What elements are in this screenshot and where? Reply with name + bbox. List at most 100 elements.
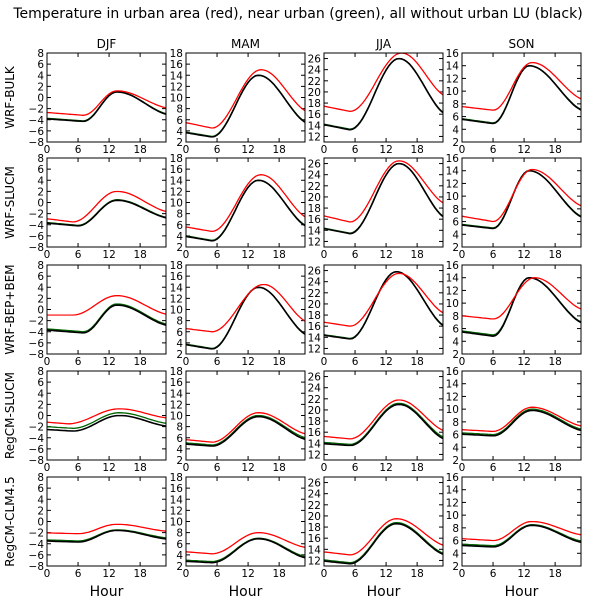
y-tick-label: 14 — [170, 494, 184, 506]
y-tick-label: 10 — [170, 517, 183, 529]
y-tick-label: 6 — [37, 59, 44, 71]
series-line-urban — [324, 273, 443, 326]
x-tick-label: 12 — [241, 568, 254, 580]
panel-frame — [461, 52, 582, 143]
y-tick-label: 18 — [308, 203, 321, 215]
x-tick-label: 0 — [183, 462, 190, 474]
panel-frame — [46, 157, 167, 248]
y-tick-label: −6 — [29, 550, 45, 562]
series-line-without-urban — [186, 417, 305, 447]
x-tick-label: 0 — [459, 568, 466, 580]
y-tick-label: 6 — [176, 539, 183, 551]
y-tick-label: 8 — [452, 417, 459, 429]
panel-frame — [461, 370, 582, 461]
panel-frame — [461, 264, 582, 355]
y-tick-label: 12 — [446, 391, 459, 403]
y-tick-label: 12 — [308, 449, 321, 461]
series-line-without-urban — [462, 410, 581, 435]
y-tick-label: 6 — [452, 112, 459, 124]
y-tick-label: 12 — [446, 178, 459, 190]
series-line-urban — [186, 70, 305, 128]
y-tick-label: 8 — [37, 48, 44, 60]
x-tick-label: 18 — [133, 462, 146, 474]
y-tick-label: 6 — [452, 217, 459, 229]
y-tick-label: 10 — [446, 510, 459, 522]
y-tick-label: 4 — [452, 548, 459, 560]
y-tick-label: 8 — [176, 528, 183, 540]
y-tick-label: 4 — [176, 338, 183, 350]
x-tick-label: 6 — [75, 144, 82, 156]
panel-frame — [185, 370, 306, 461]
panel-frame — [323, 157, 444, 248]
y-tick-label: 6 — [176, 220, 183, 232]
y-tick-label: −2 — [29, 316, 44, 328]
series-line-without-urban — [324, 404, 443, 445]
y-tick-label: 16 — [308, 109, 322, 121]
x-tick-label: 12 — [379, 249, 392, 261]
series-line-urban — [47, 296, 166, 316]
y-tick-label: 4 — [452, 442, 459, 454]
y-tick-label: 20 — [308, 405, 321, 417]
panel-frame — [323, 264, 444, 355]
panel-frame — [323, 52, 444, 143]
x-tick-label: 12 — [517, 568, 530, 580]
y-tick-label: 12 — [308, 131, 321, 143]
series-line-near-urban — [186, 180, 305, 240]
y-tick-label: 6 — [452, 324, 459, 336]
y-tick-label: 4 — [452, 124, 459, 136]
y-tick-label: 16 — [308, 427, 322, 439]
series-line-urban — [324, 519, 443, 555]
y-tick-label: 10 — [170, 93, 183, 105]
x-tick-label: 18 — [133, 144, 146, 156]
x-tick-label: 18 — [548, 144, 561, 156]
x-tick-label: 18 — [272, 249, 285, 261]
y-tick-label: 20 — [308, 87, 321, 99]
series-line-without-urban — [47, 92, 166, 122]
y-tick-label: 12 — [170, 399, 183, 411]
x-tick-label: 0 — [44, 568, 51, 580]
y-tick-label: 16 — [308, 533, 322, 545]
y-tick-label: 2 — [37, 293, 44, 305]
x-tick-label: 12 — [517, 356, 530, 368]
y-tick-label: 16 — [446, 153, 460, 165]
y-tick-label: 24 — [308, 65, 322, 77]
x-tick-label: 18 — [133, 568, 146, 580]
x-tick-label: 0 — [44, 144, 51, 156]
y-tick-label: 8 — [176, 316, 183, 328]
y-tick-label: 8 — [37, 366, 44, 378]
y-tick-label: 0 — [37, 198, 44, 210]
series-line-urban — [47, 409, 166, 424]
y-tick-label: 12 — [308, 555, 321, 567]
series-line-urban — [324, 161, 443, 222]
y-tick-label: 20 — [308, 299, 321, 311]
x-tick-label: 0 — [459, 462, 466, 474]
y-tick-label: 4 — [452, 229, 459, 241]
y-tick-label: 26 — [308, 372, 322, 384]
model-label-1: WRF-SLUCM — [3, 166, 17, 239]
x-axis-label-jja: Hour — [367, 584, 401, 600]
x-tick-label: 12 — [241, 249, 254, 261]
y-tick-label: 0 — [37, 411, 44, 423]
series-line-urban — [324, 53, 443, 111]
y-tick-label: 2 — [176, 137, 183, 149]
y-tick-label: 12 — [170, 81, 183, 93]
model-label-4: RegCM-CLM4.5 — [3, 476, 17, 566]
y-tick-label: 10 — [446, 86, 459, 98]
x-tick-label: 0 — [321, 144, 328, 156]
x-tick-label: 6 — [352, 462, 359, 474]
x-tick-label: 0 — [183, 356, 190, 368]
y-tick-label: 12 — [446, 73, 459, 85]
y-tick-label: 4 — [176, 231, 183, 243]
series-line-near-urban — [324, 272, 443, 339]
y-tick-label: 12 — [308, 343, 321, 355]
x-tick-label: 6 — [490, 249, 497, 261]
x-tick-label: 6 — [214, 462, 221, 474]
y-tick-label: 6 — [176, 115, 183, 127]
y-tick-label: 2 — [452, 137, 459, 149]
